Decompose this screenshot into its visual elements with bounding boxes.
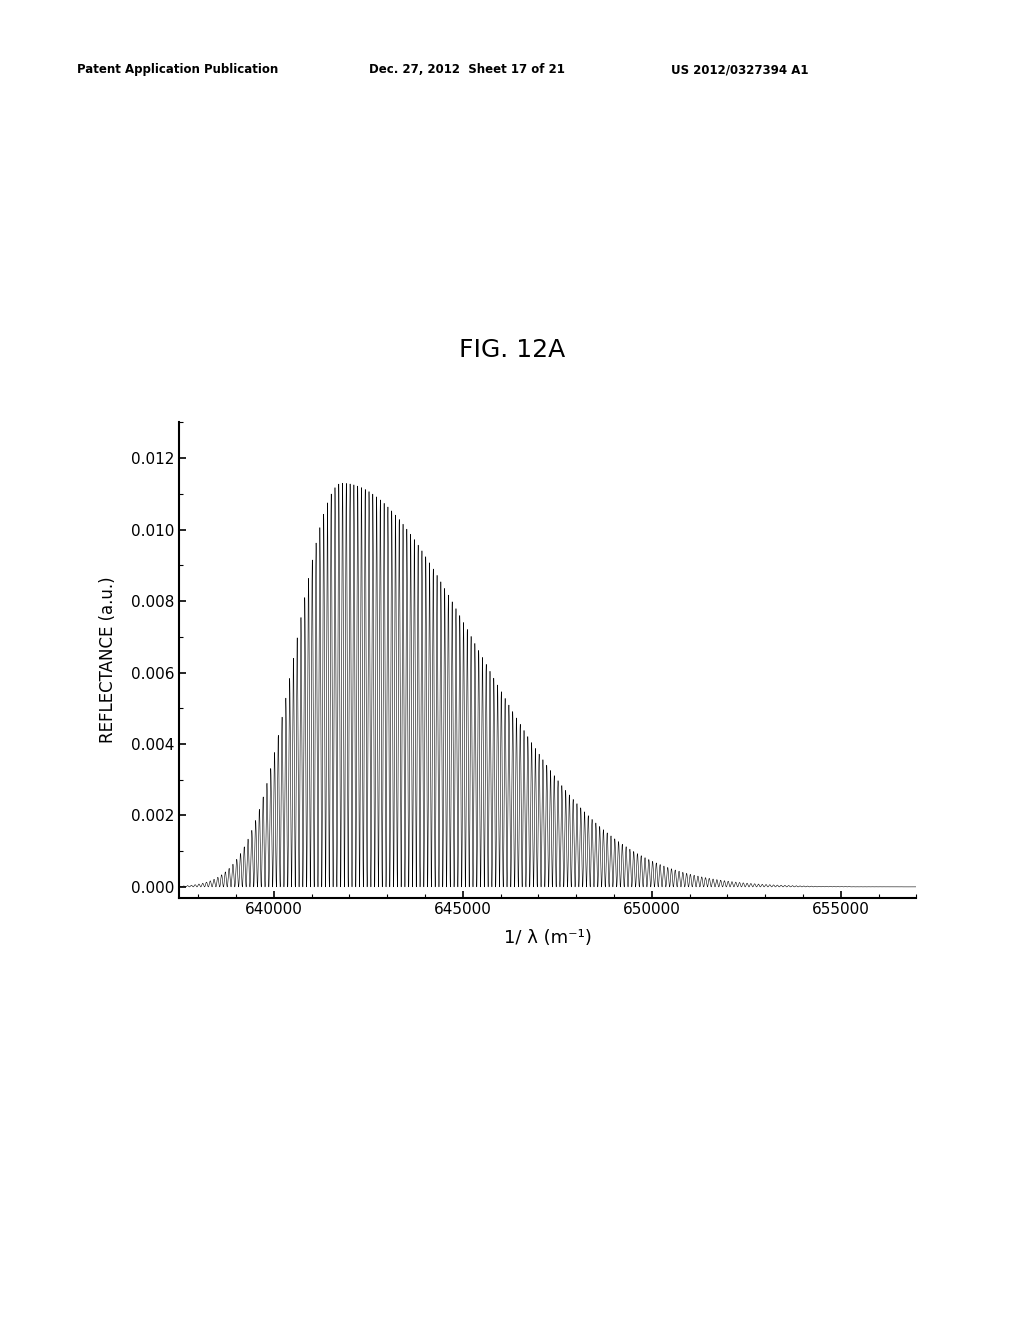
Text: Dec. 27, 2012  Sheet 17 of 21: Dec. 27, 2012 Sheet 17 of 21 [369,63,564,77]
Text: Patent Application Publication: Patent Application Publication [77,63,279,77]
Y-axis label: REFLECTANCE (a.u.): REFLECTANCE (a.u.) [99,577,117,743]
X-axis label: 1/ λ (m⁻¹): 1/ λ (m⁻¹) [504,928,592,946]
Text: US 2012/0327394 A1: US 2012/0327394 A1 [671,63,808,77]
Text: FIG. 12A: FIG. 12A [459,338,565,362]
